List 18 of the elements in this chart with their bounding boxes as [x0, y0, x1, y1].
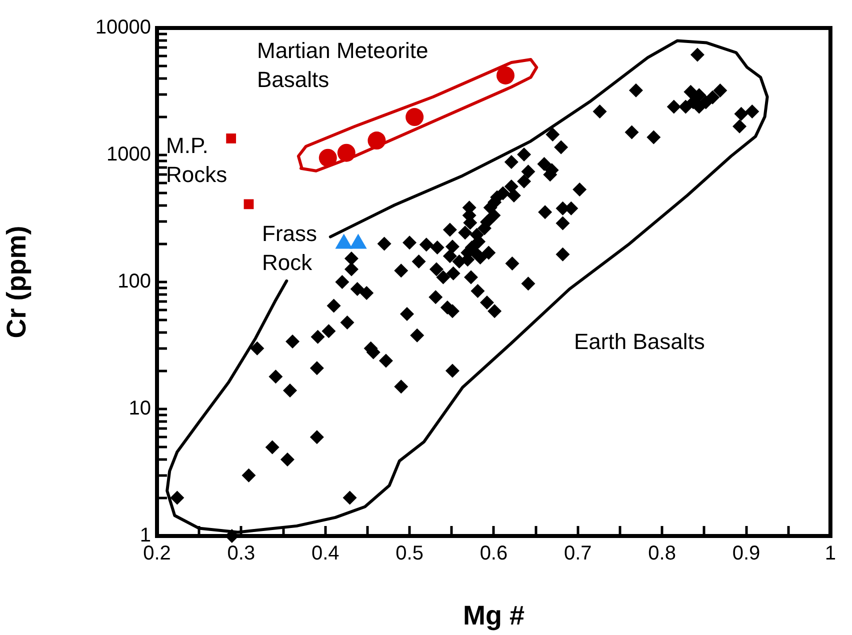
y-tick-label: 100: [118, 270, 151, 293]
x-tick-label: 0.8: [648, 542, 676, 565]
series-label: M.P. Rocks: [166, 132, 228, 189]
x-tick-label: 1: [824, 542, 836, 565]
y-tick-label: 10: [128, 398, 151, 420]
series-label: Martian Meteorite Basalts: [257, 37, 430, 94]
x-axis-title: Mg #: [462, 600, 524, 630]
text: Earth Basalts: [574, 328, 706, 356]
x-tick-label: 0.5: [396, 542, 424, 565]
y-tick-label: 10000: [95, 16, 151, 39]
x-tick-label: 0.9: [732, 542, 760, 565]
y-axis-title: Cr (ppm): [2, 226, 32, 338]
x-tick-label: 0.6: [480, 542, 508, 565]
series-label: Frass Rock: [262, 220, 318, 277]
x-tick-label: 0.4: [311, 542, 340, 565]
y-tick-label: 1000: [106, 144, 151, 166]
x-tick-label: 0.3: [227, 542, 256, 565]
x-tick-label: 0.7: [564, 542, 592, 565]
